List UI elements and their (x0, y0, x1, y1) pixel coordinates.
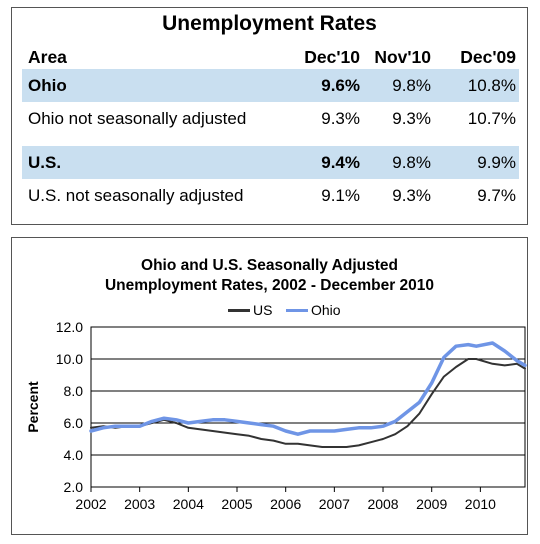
header-nov10: Nov'10 (374, 47, 431, 67)
header-dec10: Dec'10 (304, 47, 360, 67)
header-area: Area (28, 47, 67, 67)
x-tick-label: 2002 (75, 496, 106, 512)
row-dec09: 10.7% (467, 109, 516, 128)
table-row-us-nsa: U.S. not seasonally adjusted 9.1% 9.3% 9… (22, 179, 519, 212)
x-tick-label: 2006 (270, 496, 301, 512)
table-row-ohio: Ohio 9.6% 9.8% 10.8% (22, 69, 519, 102)
x-tick-label: 2010 (465, 496, 496, 512)
x-tick-label: 2009 (416, 496, 447, 512)
chart-title-line1: Ohio and U.S. Seasonally Adjusted (141, 257, 398, 274)
legend-label-us: US (253, 302, 273, 318)
table-row-ohio-nsa: Ohio not seasonally adjusted 9.3% 9.3% 1… (22, 102, 519, 135)
legend-swatch-us (228, 308, 250, 312)
row-area: Ohio not seasonally adjusted (28, 109, 247, 128)
row-dec10: 9.4% (321, 153, 360, 172)
row-area: U.S. not seasonally adjusted (28, 186, 244, 205)
plot-area (90, 326, 526, 488)
row-nov10: 9.8% (392, 76, 431, 95)
table-row-us: U.S. 9.4% 9.8% 9.9% (22, 146, 519, 179)
y-axis-title: Percent (25, 381, 41, 433)
row-nov10: 9.3% (392, 109, 431, 128)
y-tick-label: 6.0 (64, 415, 84, 431)
x-tick-label: 2004 (173, 496, 204, 512)
row-dec10: 9.1% (321, 186, 360, 205)
series-line-us (90, 358, 526, 448)
y-tick-label: 2.0 (64, 479, 84, 495)
y-tick-label: 10.0 (56, 351, 83, 367)
x-tick-label: 2003 (124, 496, 155, 512)
row-dec09: 9.9% (477, 153, 516, 172)
x-tick-label: 2008 (367, 496, 398, 512)
table-title: Unemployment Rates (162, 12, 377, 35)
x-tick-label: 2007 (319, 496, 350, 512)
unemployment-chart-panel: 12.0 10.0 8.0 6.0 4.0 2.0 2002 2003 2004 2005 2006… (11, 237, 528, 535)
row-area: U.S. (28, 153, 62, 172)
legend-label-ohio: Ohio (311, 302, 341, 318)
y-tick-label: 12.0 (56, 319, 83, 335)
unemployment-table-panel: Unemployment Rates Area Dec'10 Nov'10 De… (11, 7, 528, 225)
legend-swatch-ohio (286, 308, 308, 312)
table-header-row: Area Dec'10 Nov'10 Dec'09 (22, 41, 519, 74)
row-nov10: 9.3% (392, 186, 431, 205)
legend-item-us: US (228, 302, 272, 318)
x-tick-label: 2005 (221, 496, 252, 512)
header-dec09: Dec'09 (460, 47, 516, 67)
series-line-ohio (89, 341, 527, 436)
row-dec09: 10.8% (467, 76, 516, 95)
y-tick-label: 4.0 (64, 447, 84, 463)
row-nov10: 9.8% (392, 153, 431, 172)
y-tick-label: 8.0 (64, 383, 84, 399)
row-dec10: 9.3% (321, 109, 360, 128)
row-area: Ohio (28, 76, 67, 95)
row-dec09: 9.7% (477, 186, 516, 205)
legend-item-ohio: Ohio (286, 302, 341, 318)
chart-title-line2: Unemployment Rates, 2002 - December 2010 (104, 277, 435, 294)
row-dec10: 9.6% (321, 76, 360, 95)
